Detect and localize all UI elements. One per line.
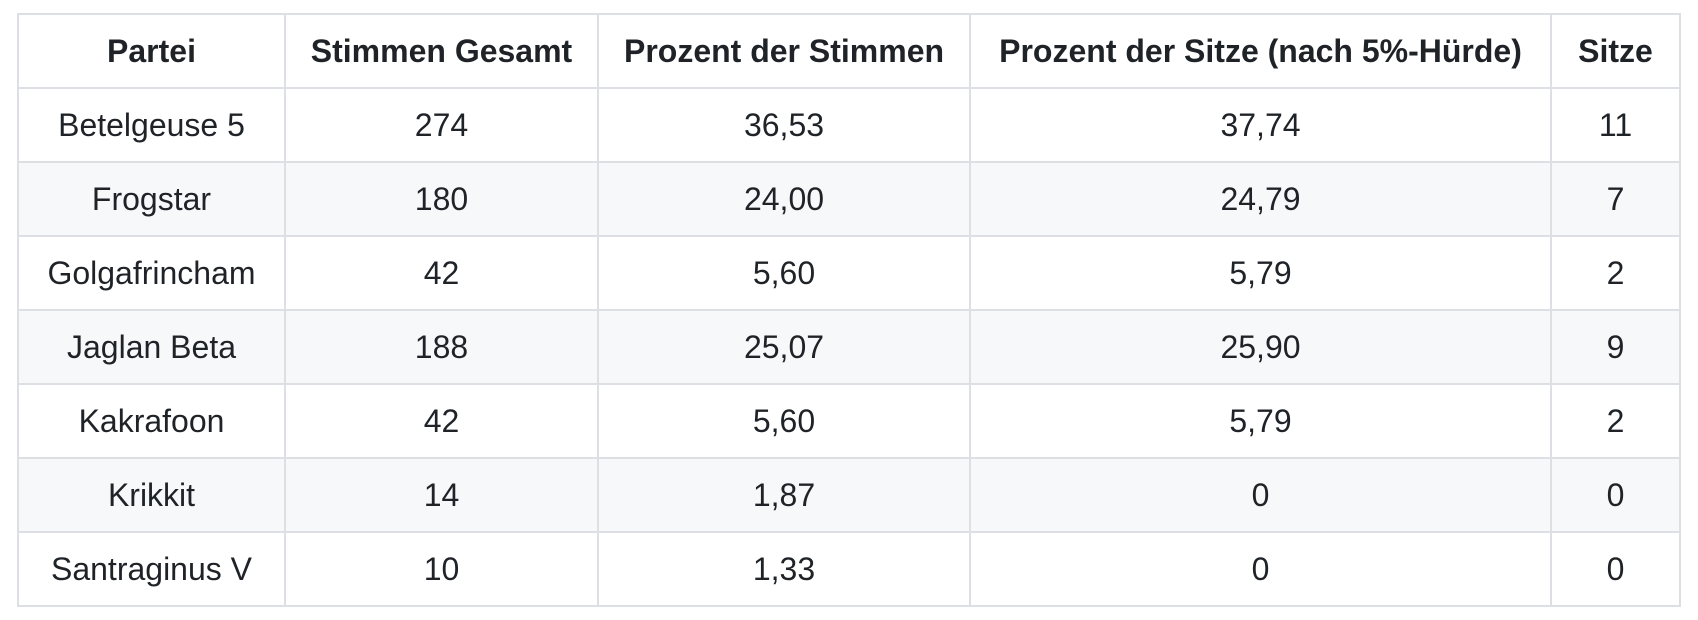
table-row-golgafrincham: Golgafrincham 42 5,60 5,79 2: [17, 235, 1681, 311]
cell-prozent-der-sitze: 24,79: [969, 161, 1552, 237]
cell-prozent-der-stimmen: 5,60: [597, 235, 971, 311]
cell-prozent-der-sitze: 5,79: [969, 235, 1552, 311]
cell-prozent-der-stimmen: 36,53: [597, 87, 971, 163]
cell-prozent-der-stimmen: 1,33: [597, 531, 971, 607]
table-row-frogstar: Frogstar 180 24,00 24,79 7: [17, 161, 1681, 237]
cell-prozent-der-stimmen: 24,00: [597, 161, 971, 237]
cell-stimmen-gesamt: 188: [284, 309, 599, 385]
cell-sitze: 7: [1550, 161, 1681, 237]
cell-prozent-der-sitze: 37,74: [969, 87, 1552, 163]
cell-partei: Santraginus V: [17, 531, 286, 607]
table-row-kakrafoon: Kakrafoon 42 5,60 5,79 2: [17, 383, 1681, 459]
cell-prozent-der-stimmen: 25,07: [597, 309, 971, 385]
cell-partei: Kakrafoon: [17, 383, 286, 459]
cell-partei: Betelgeuse 5: [17, 87, 286, 163]
table-row-betelgeuse-5: Betelgeuse 5 274 36,53 37,74 11: [17, 87, 1681, 163]
cell-partei: Jaglan Beta: [17, 309, 286, 385]
cell-sitze: 0: [1550, 531, 1681, 607]
cell-prozent-der-sitze: 0: [969, 531, 1552, 607]
cell-sitze: 9: [1550, 309, 1681, 385]
cell-stimmen-gesamt: 274: [284, 87, 599, 163]
cell-prozent-der-sitze: 5,79: [969, 383, 1552, 459]
cell-sitze: 11: [1550, 87, 1681, 163]
header-row: Partei Stimmen Gesamt Prozent der Stimme…: [17, 13, 1681, 89]
cell-sitze: 2: [1550, 235, 1681, 311]
table-row-santraginus-v: Santraginus V 10 1,33 0 0: [17, 531, 1681, 607]
cell-partei: Frogstar: [17, 161, 286, 237]
election-results-table: Partei Stimmen Gesamt Prozent der Stimme…: [17, 13, 1681, 607]
table-row-krikkit: Krikkit 14 1,87 0 0: [17, 457, 1681, 533]
column-header-prozent-der-sitze: Prozent der Sitze (nach 5%-Hürde): [969, 13, 1552, 89]
cell-sitze: 0: [1550, 457, 1681, 533]
column-header-sitze: Sitze: [1550, 13, 1681, 89]
cell-prozent-der-sitze: 0: [969, 457, 1552, 533]
cell-partei: Krikkit: [17, 457, 286, 533]
cell-stimmen-gesamt: 42: [284, 235, 599, 311]
cell-prozent-der-sitze: 25,90: [969, 309, 1552, 385]
cell-partei: Golgafrincham: [17, 235, 286, 311]
cell-stimmen-gesamt: 14: [284, 457, 599, 533]
cell-prozent-der-stimmen: 1,87: [597, 457, 971, 533]
cell-sitze: 2: [1550, 383, 1681, 459]
table-row-jaglan-beta: Jaglan Beta 188 25,07 25,90 9: [17, 309, 1681, 385]
column-header-prozent-der-stimmen: Prozent der Stimmen: [597, 13, 971, 89]
cell-prozent-der-stimmen: 5,60: [597, 383, 971, 459]
column-header-stimmen-gesamt: Stimmen Gesamt: [284, 13, 599, 89]
column-header-partei: Partei: [17, 13, 286, 89]
cell-stimmen-gesamt: 180: [284, 161, 599, 237]
cell-stimmen-gesamt: 42: [284, 383, 599, 459]
cell-stimmen-gesamt: 10: [284, 531, 599, 607]
